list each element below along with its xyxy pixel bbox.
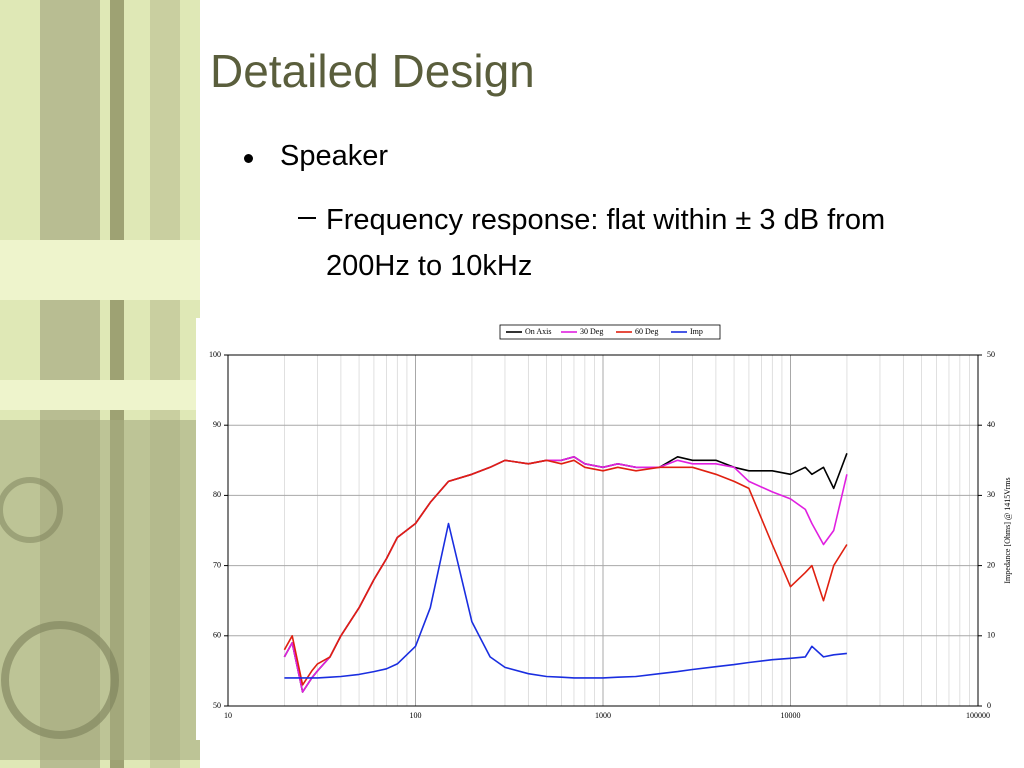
legend-box [499, 324, 721, 340]
y-tick-label: 100 [209, 350, 221, 359]
y-tick-label: 80 [213, 490, 221, 499]
legend-label: Imp [690, 327, 703, 336]
x-tick-label: 100 [410, 711, 422, 720]
x-tick-label: 100000 [966, 711, 990, 720]
bullet-marker [244, 154, 253, 163]
y-tick-label: 70 [213, 560, 221, 569]
y-tick-label: 60 [213, 631, 221, 640]
series-line [284, 522, 847, 679]
y2-axis-label: Impedance [Ohms] @ 1415Vrms [1003, 477, 1012, 583]
slide-title: Detailed Design [210, 45, 535, 97]
legend-label: On Axis [525, 327, 551, 336]
chart-background [196, 318, 1024, 740]
y2-tick-label: 40 [987, 420, 995, 429]
y2-tick-label: 10 [987, 631, 995, 640]
sub-bullet: Frequency response: flat within ± 3 dB f… [326, 204, 886, 282]
y-tick-label: 50 [213, 701, 221, 710]
y2-tick-label: 0 [987, 701, 991, 710]
x-tick-label: 10 [224, 711, 232, 720]
x-tick-label: 1000 [595, 711, 611, 720]
y2-tick-label: 30 [987, 490, 995, 499]
x-tick-label: 10000 [781, 711, 801, 720]
decoration [0, 0, 200, 768]
plot-frame [227, 354, 979, 707]
y2-tick-label: 20 [987, 560, 995, 569]
y-tick-label: 90 [213, 420, 221, 429]
series-line [283, 459, 848, 686]
legend-label: 60 Deg [635, 327, 658, 336]
bullet: Speaker [280, 140, 389, 172]
sub-bullet-marker [298, 217, 316, 219]
legend-label: 30 Deg [580, 327, 603, 336]
y2-tick-label: 50 [987, 350, 995, 359]
